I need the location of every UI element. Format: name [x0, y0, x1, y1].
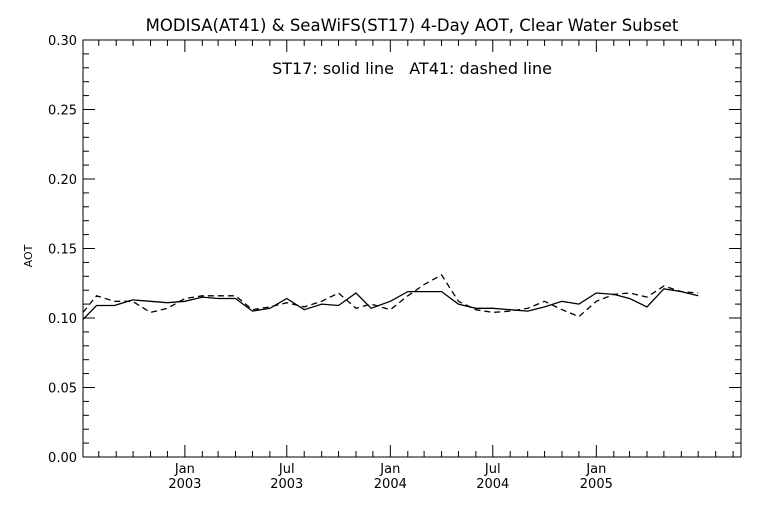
y-tick-label: 0.15 — [48, 243, 77, 258]
chart-title: MODISA(AT41) & SeaWiFS(ST17) 4-Day AOT, … — [146, 16, 679, 35]
x-tick-year-label: 2004 — [374, 477, 407, 492]
plot-frame — [82, 39, 742, 458]
x-tick-month-label: Jul — [484, 462, 501, 477]
series-layer — [82, 274, 699, 320]
series-line-at41 — [82, 274, 699, 318]
line-style-annotation: ST17: solid line AT41: dashed line — [272, 59, 552, 78]
x-tick-year-label: 2003 — [270, 477, 303, 492]
y-tick-label: 0.00 — [48, 451, 77, 466]
x-tick-month-label: Jan — [379, 462, 400, 477]
y-axis: 0.00 0.05 0.10 0.15 0.20 0.25 0.30 — [48, 34, 741, 466]
y-tick-label: 0.10 — [48, 312, 77, 327]
x-tick-month-label: Jan — [585, 462, 606, 477]
series-line-st17 — [82, 288, 699, 320]
x-tick-month-label: Jan — [174, 462, 195, 477]
y-tick-label: 0.25 — [48, 104, 77, 119]
y-axis-label: AOT — [22, 244, 35, 267]
x-tick-year-label: 2004 — [476, 477, 509, 492]
y-tick-label: 0.05 — [48, 382, 77, 397]
x-tick-month-label: Jul — [278, 462, 295, 477]
x-tick-year-label: 2005 — [580, 477, 613, 492]
y-tick-label: 0.20 — [48, 173, 77, 188]
y-tick-label: 0.30 — [48, 34, 77, 49]
x-tick-year-label: 2003 — [168, 477, 201, 492]
